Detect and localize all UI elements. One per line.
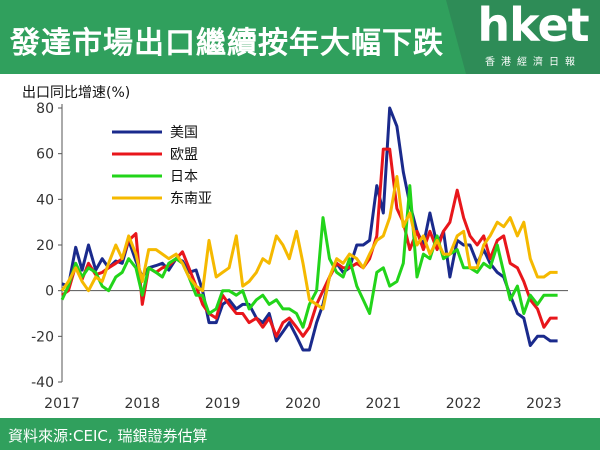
x-tick-label: 2023 (526, 396, 562, 412)
logo: hket 香港經濟日報 (466, 0, 600, 74)
x-tick-label: 2017 (44, 396, 80, 412)
x-tick-label: 2018 (124, 396, 160, 412)
page-title: 發達市場出口繼續按年大幅下跌 (10, 26, 444, 61)
logo-slant (446, 0, 466, 74)
footer-bar: 資料來源:CEIC, 瑞銀證券估算 (0, 418, 600, 450)
y-axis-label: 出口同比增速(%) (22, 85, 131, 101)
logo-subtitle: 香港經濟日報 (485, 57, 581, 68)
x-tick-label: 2021 (365, 396, 401, 412)
y-tick-label: 0 (45, 284, 54, 300)
line-chart: -40 -20 0 20 40 60 80 2017 2018 2019 2020 2021 2022 2… (31, 101, 568, 412)
legend-label: 日本 (170, 169, 198, 185)
y-tick-label: 80 (36, 101, 54, 117)
legend-label: 东南亚 (170, 191, 212, 207)
x-tick-label: 2020 (285, 396, 321, 412)
y-tick-label: 20 (36, 238, 54, 254)
x-tick-label: 2022 (446, 396, 482, 412)
series-line (60, 184, 558, 329)
header-bar: 發達市場出口繼續按年大幅下跌 hket 香港經濟日報 (0, 0, 600, 74)
logo-text: hket (477, 0, 589, 52)
y-tick-label: -20 (31, 329, 54, 345)
y-tick-label: -40 (31, 375, 54, 391)
y-tick-label: 40 (36, 192, 54, 208)
y-tick-label: 60 (36, 147, 54, 163)
source-note: 資料來源:CEIC, 瑞銀證券估算 (8, 427, 208, 445)
series-line (61, 106, 558, 352)
axes: -40 -20 0 20 40 60 80 2017 2018 2019 2020 2021 2022 2… (31, 101, 568, 412)
legend-label: 美国 (170, 125, 198, 141)
x-tick-label: 2019 (205, 396, 241, 412)
series-lines (60, 106, 558, 352)
legend-label: 欧盟 (170, 147, 198, 163)
series-line (60, 175, 558, 311)
